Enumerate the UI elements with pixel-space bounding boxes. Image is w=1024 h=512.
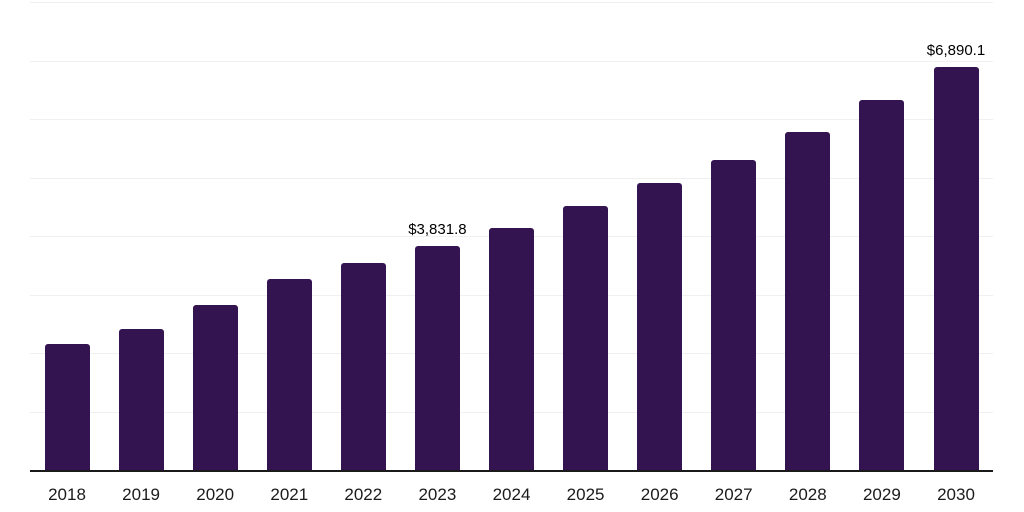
x-axis-label-2028: 2028: [788, 485, 827, 504]
x-axis-label-2018: 2018: [48, 485, 86, 504]
gridline-5000: [30, 177, 993, 179]
bar-2022[interactable]: [340, 262, 386, 470]
bar-2023[interactable]: [414, 245, 460, 470]
bar-2029[interactable]: [859, 100, 905, 470]
bar-2026[interactable]: [637, 183, 683, 470]
x-axis-label-2021: 2021: [270, 485, 309, 504]
bar-2025[interactable]: [563, 205, 609, 470]
x-axis-label-2019: 2019: [122, 485, 161, 504]
bar-2027[interactable]: [711, 159, 757, 470]
x-axis-label-2027: 2027: [714, 485, 753, 504]
x-axis-label-2030: 2030: [937, 485, 975, 504]
x-axis-label-2022: 2022: [344, 485, 383, 504]
gridline-6000: [30, 119, 993, 120]
x-axis-label-2024: 2024: [492, 485, 531, 504]
bar-2024[interactable]: [489, 227, 534, 470]
bar-2018[interactable]: [44, 344, 90, 470]
data-label-2023: $3,831.8: [408, 220, 467, 238]
x-axis-label-2026: 2026: [640, 485, 679, 504]
x-axis-label-2023: 2023: [418, 485, 457, 504]
bar-2021[interactable]: [266, 279, 312, 470]
gridline-8000: [30, 2, 993, 3]
bar-2030[interactable]: [933, 66, 979, 470]
data-label-2030: $6,890.1: [926, 41, 986, 59]
bar-2020[interactable]: [192, 305, 238, 470]
gridline-7000: [30, 60, 993, 62]
x-axis-label-2029: 2029: [862, 485, 901, 504]
bar-2028[interactable]: [785, 131, 831, 470]
x-axis-line: [30, 470, 993, 472]
bar-2019[interactable]: [118, 329, 164, 470]
x-axis-label-2020: 2020: [196, 485, 235, 504]
x-axis-label-2025: 2025: [566, 485, 605, 504]
